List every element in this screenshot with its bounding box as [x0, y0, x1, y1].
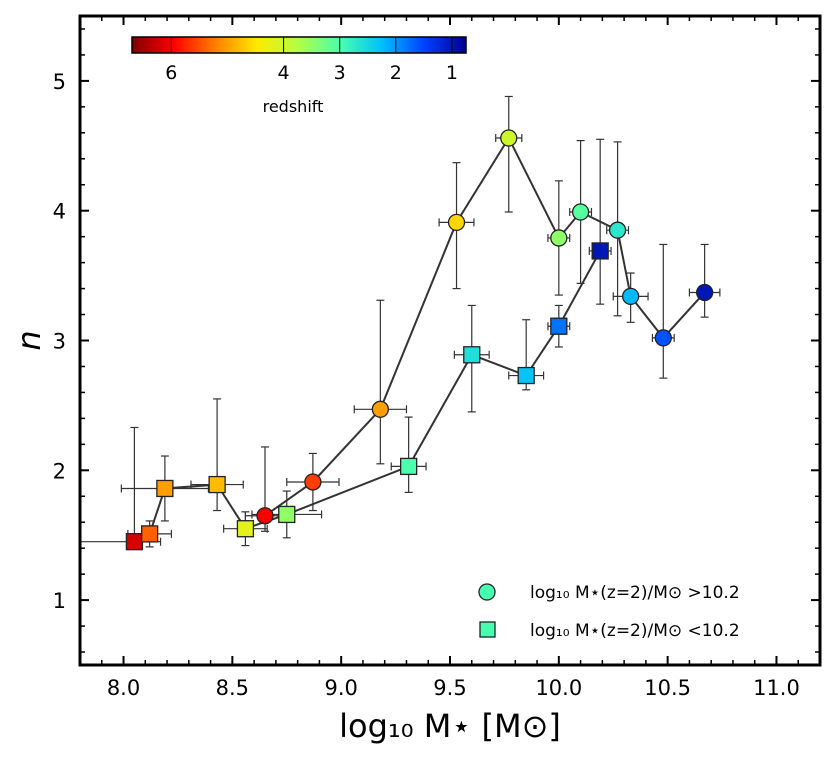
colorbar-tick-label: 3: [334, 62, 346, 84]
data-point-circle: [371, 400, 390, 418]
data-point-circle: [447, 213, 466, 232]
legend-label-circle: log₁₀ M⋆(z=2)/M⊙ >10.2: [530, 583, 740, 603]
data-point-square: [208, 475, 226, 494]
x-tick-label: 9.5: [433, 676, 466, 700]
data-point-circle: [304, 473, 322, 491]
x-tick-label: 8.0: [107, 676, 140, 700]
data-point-circle: [256, 507, 274, 525]
colorbar-bar: [131, 36, 467, 54]
x-tick-label: 9.0: [324, 676, 357, 700]
legend-circle-marker: [478, 583, 496, 601]
legend: log₁₀ M⋆(z=2)/M⊙ >10.2 log₁₀ M⋆(z=2)/M⊙ …: [478, 583, 740, 641]
legend-label-square: log₁₀ M⋆(z=2)/M⊙ <10.2: [530, 621, 740, 641]
data-point-square: [399, 457, 418, 476]
plot-frame: [78, 14, 822, 667]
colorbar: 6 4 3 2 1 redshift: [131, 36, 467, 116]
colorbar-tick-label: 6: [165, 62, 177, 84]
data-point-square: [278, 505, 296, 524]
x-tick-label: 10.0: [535, 676, 582, 700]
x-tick-label: 10.5: [644, 676, 691, 700]
y-tick-label: 5: [53, 70, 66, 94]
data-point-square: [140, 525, 159, 543]
data-point-circle: [608, 221, 627, 239]
error-bar: [390, 416, 427, 493]
y-tick-label: 1: [53, 589, 66, 613]
data-point-circle: [500, 129, 518, 147]
y-tick-label: 4: [53, 200, 66, 224]
x-tick-label: 11.0: [753, 676, 800, 700]
error-bar: [651, 243, 675, 379]
colorbar-tick-label: 2: [390, 62, 402, 84]
colorbar-tick-label: 4: [278, 62, 290, 84]
data-point-square: [591, 242, 609, 260]
colorbar-title: redshift: [263, 97, 324, 116]
colorbar-tick-label: 1: [446, 62, 458, 84]
data-point-square: [550, 317, 568, 335]
error-bar: [688, 243, 721, 318]
x-axis-title: log₁₀ M⋆ [M⊙]: [339, 707, 561, 745]
error-bar: [353, 299, 408, 465]
y-tick-label: 2: [53, 459, 66, 483]
data-point-square: [517, 366, 535, 385]
error-bar: [190, 398, 244, 512]
data-point-circle: [695, 283, 714, 302]
data-point-square: [125, 533, 144, 551]
data-point-circle: [654, 329, 672, 347]
y-tick-label: 3: [53, 330, 66, 354]
y-axis-title: n: [10, 330, 48, 350]
series-line-square: [133, 250, 602, 543]
data-point-circle: [550, 229, 568, 247]
x-tick-label: 8.5: [216, 676, 249, 700]
series-line-circle: [264, 135, 706, 517]
data-point-square: [236, 520, 255, 538]
data-point-circle: [621, 287, 640, 306]
data-point-circle: [571, 203, 590, 221]
legend-square-marker: [479, 621, 496, 638]
data-point-square: [463, 346, 481, 364]
data-point-square: [156, 479, 174, 498]
